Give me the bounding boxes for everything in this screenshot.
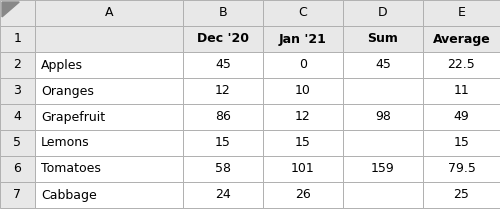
Text: 25: 25 xyxy=(454,188,469,202)
Bar xyxy=(0,78,35,104)
Text: D: D xyxy=(378,7,388,19)
Bar xyxy=(423,104,500,130)
Text: 49: 49 xyxy=(454,111,469,123)
Text: 79.5: 79.5 xyxy=(448,162,475,176)
Bar xyxy=(35,156,183,182)
Text: Dec '20: Dec '20 xyxy=(197,32,249,46)
Bar xyxy=(263,26,343,52)
Bar xyxy=(263,104,343,130)
Bar xyxy=(0,0,35,26)
Bar xyxy=(35,52,183,78)
Text: 2: 2 xyxy=(14,58,22,72)
Text: Average: Average xyxy=(432,32,490,46)
Polygon shape xyxy=(2,2,19,17)
Bar xyxy=(183,156,263,182)
Text: Apples: Apples xyxy=(41,58,83,72)
Bar xyxy=(0,104,35,130)
Bar xyxy=(0,156,35,182)
Text: A: A xyxy=(105,7,113,19)
Text: Tomatoes: Tomatoes xyxy=(41,162,101,176)
Bar xyxy=(423,130,500,156)
Text: 4: 4 xyxy=(14,111,22,123)
Text: 5: 5 xyxy=(14,137,22,150)
Bar xyxy=(423,78,500,104)
Text: 10: 10 xyxy=(295,84,311,97)
Bar xyxy=(0,52,35,78)
Text: E: E xyxy=(458,7,466,19)
Text: 0: 0 xyxy=(299,58,307,72)
Bar xyxy=(343,130,423,156)
Text: 6: 6 xyxy=(14,162,22,176)
Bar xyxy=(0,182,35,208)
Bar xyxy=(0,26,35,52)
Text: 12: 12 xyxy=(295,111,311,123)
Text: 98: 98 xyxy=(375,111,391,123)
Bar xyxy=(183,182,263,208)
Text: Jan '21: Jan '21 xyxy=(279,32,327,46)
Text: Lemons: Lemons xyxy=(41,137,90,150)
Bar xyxy=(0,130,35,156)
Bar xyxy=(35,130,183,156)
Bar xyxy=(423,156,500,182)
Bar xyxy=(183,78,263,104)
Bar xyxy=(343,26,423,52)
Text: 26: 26 xyxy=(295,188,311,202)
Bar xyxy=(343,182,423,208)
Bar xyxy=(35,78,183,104)
Bar xyxy=(263,130,343,156)
Bar xyxy=(343,156,423,182)
Text: Grapefruit: Grapefruit xyxy=(41,111,105,123)
Bar xyxy=(263,0,343,26)
Bar xyxy=(35,26,183,52)
Bar xyxy=(35,0,183,26)
Bar xyxy=(423,182,500,208)
Text: 15: 15 xyxy=(215,137,231,150)
Text: 11: 11 xyxy=(454,84,469,97)
Bar xyxy=(423,0,500,26)
Text: 86: 86 xyxy=(215,111,231,123)
Bar xyxy=(183,0,263,26)
Text: 45: 45 xyxy=(215,58,231,72)
Text: 1: 1 xyxy=(14,32,22,46)
Text: 159: 159 xyxy=(371,162,395,176)
Text: 24: 24 xyxy=(215,188,231,202)
Bar xyxy=(263,78,343,104)
Bar xyxy=(423,52,500,78)
Bar xyxy=(183,52,263,78)
Text: C: C xyxy=(298,7,308,19)
Text: 3: 3 xyxy=(14,84,22,97)
Bar xyxy=(263,52,343,78)
Bar xyxy=(343,104,423,130)
Text: Sum: Sum xyxy=(368,32,398,46)
Text: 12: 12 xyxy=(215,84,231,97)
Bar xyxy=(343,0,423,26)
Bar xyxy=(35,104,183,130)
Text: 15: 15 xyxy=(454,137,469,150)
Text: Cabbage: Cabbage xyxy=(41,188,97,202)
Bar xyxy=(183,130,263,156)
Bar xyxy=(183,104,263,130)
Text: Oranges: Oranges xyxy=(41,84,94,97)
Text: 45: 45 xyxy=(375,58,391,72)
Text: 58: 58 xyxy=(215,162,231,176)
Text: 22.5: 22.5 xyxy=(448,58,475,72)
Bar xyxy=(343,52,423,78)
Text: 101: 101 xyxy=(291,162,315,176)
Text: B: B xyxy=(218,7,228,19)
Bar xyxy=(423,26,500,52)
Text: 15: 15 xyxy=(295,137,311,150)
Bar xyxy=(343,78,423,104)
Bar xyxy=(263,182,343,208)
Bar xyxy=(183,26,263,52)
Bar xyxy=(35,182,183,208)
Text: 7: 7 xyxy=(14,188,22,202)
Bar xyxy=(263,156,343,182)
